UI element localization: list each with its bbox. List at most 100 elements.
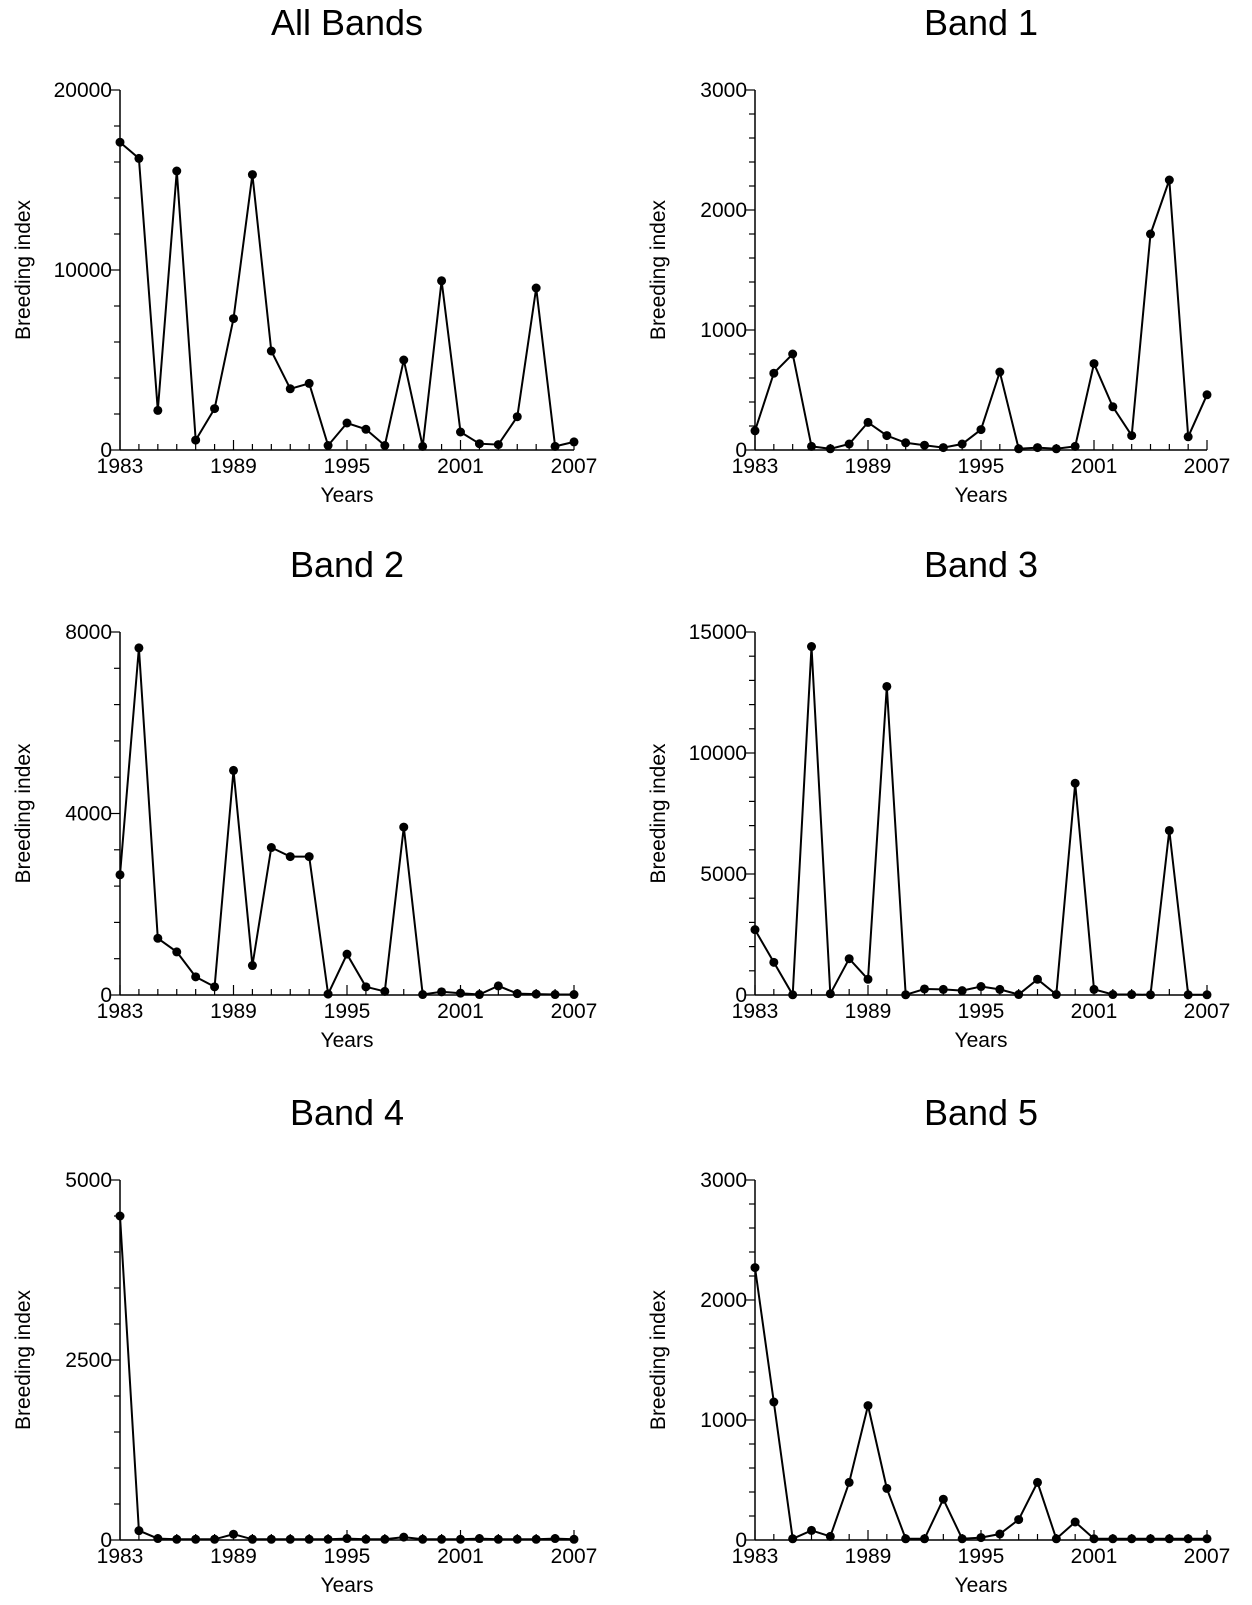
data-point [153, 405, 163, 415]
data-point [304, 852, 314, 862]
y-tick-label: 2000 [700, 1289, 747, 1312]
data-point [531, 989, 541, 999]
chart-title: Band 4 [290, 1092, 404, 1133]
data-point [399, 1532, 409, 1542]
x-tick-label: 1995 [324, 1000, 371, 1023]
data-point [493, 981, 503, 991]
data-point [825, 444, 835, 454]
y-tick-label: 2500 [65, 1349, 112, 1372]
data-point [550, 1534, 560, 1544]
data-point [493, 1534, 503, 1544]
data-point [247, 1534, 257, 1544]
data-point [1089, 984, 1099, 994]
data-point [1146, 990, 1155, 1000]
data-point [380, 986, 390, 996]
data-point [769, 1397, 779, 1407]
chart-title: Band 5 [924, 1092, 1038, 1133]
x-tick-label: 1983 [97, 1000, 144, 1023]
data-point [882, 431, 892, 441]
data-point [474, 990, 484, 1000]
data-point [1014, 1515, 1024, 1525]
x-tick-label: 1995 [958, 1000, 1005, 1023]
x-axis-label: Years [321, 1574, 374, 1597]
data-point [380, 441, 390, 450]
data-point [788, 349, 798, 359]
data-point [901, 438, 911, 448]
chart-panel-1: All Bands 1983 1989 1995 2001 2007 0 10000 20000… [12, 2, 597, 507]
x-tick-label: 1983 [97, 455, 144, 478]
data-point [1202, 990, 1212, 1000]
data-point [399, 822, 409, 832]
series-line [754, 1267, 1207, 1541]
data-point [115, 870, 125, 880]
data-point [976, 1533, 986, 1543]
chart-title: Band 1 [924, 2, 1038, 43]
x-tick-label: 1995 [324, 1545, 371, 1568]
data-point [266, 346, 276, 356]
data-point [304, 378, 314, 388]
series-line [754, 646, 1207, 999]
x-tick-label: 1995 [958, 455, 1005, 478]
data-point [769, 368, 779, 378]
y-tick-label: 15000 [689, 621, 747, 644]
data-point [1014, 444, 1024, 454]
data-point [920, 440, 929, 450]
data-point [750, 1263, 760, 1273]
y-tick-label: 0 [100, 984, 112, 1007]
data-point [361, 424, 371, 434]
data-point [493, 440, 503, 450]
y-tick-label: 5000 [65, 1169, 112, 1192]
data-point [1033, 1477, 1042, 1487]
x-axis-label: Years [955, 1029, 1008, 1052]
data-point [323, 441, 333, 450]
x-tick-label: 2001 [437, 1545, 484, 1568]
chart-panel-6: Band 5 1983 1989 1995 2001 2007 0 1000 2000 3000 Y… [647, 1092, 1230, 1597]
data-point [750, 426, 760, 436]
chart-panel-3: Band 2 1983 1989 1995 2001 2007 0 4000 8000 Years… [12, 544, 597, 1052]
series-line [119, 647, 574, 998]
data-point [437, 1534, 447, 1544]
y-tick-label: 5000 [700, 863, 747, 886]
y-tick-label: 2000 [700, 199, 747, 222]
x-tick-label: 2007 [551, 1000, 598, 1023]
y-tick-label: 10000 [689, 742, 747, 765]
data-point [153, 933, 163, 943]
data-point [323, 1534, 333, 1544]
series-line [119, 1215, 575, 1541]
data-point [863, 974, 873, 984]
data-point [1164, 175, 1174, 185]
y-tick-label: 8000 [65, 621, 112, 644]
y-tick-label: 3000 [700, 79, 747, 102]
data-point [957, 986, 967, 996]
data-point [1183, 432, 1193, 442]
x-tick-label: 1983 [732, 455, 779, 478]
data-point [418, 990, 428, 1000]
x-tick-label: 1989 [210, 1000, 257, 1023]
x-tick-label: 2007 [1184, 455, 1231, 478]
y-tick-label: 1000 [700, 1409, 747, 1432]
x-axis-label: Years [955, 1574, 1008, 1597]
data-point [938, 984, 948, 994]
x-tick-label: 1983 [732, 1545, 779, 1568]
data-point [1108, 990, 1118, 1000]
x-tick-label: 1995 [324, 455, 371, 478]
data-point [1127, 431, 1137, 441]
data-point [1070, 778, 1080, 788]
x-tick-label: 1989 [845, 455, 892, 478]
data-point [769, 957, 779, 967]
series-line [754, 179, 1208, 450]
data-point [863, 417, 873, 427]
data-point [1164, 1534, 1174, 1544]
x-tick-label: 2007 [551, 455, 598, 478]
data-point [210, 1534, 220, 1544]
data-point [229, 1529, 238, 1539]
y-axis-label: Breeding index [12, 199, 35, 340]
data-point [512, 989, 522, 999]
data-point [304, 1534, 314, 1544]
data-point [229, 314, 238, 324]
data-point [361, 1534, 371, 1544]
data-point [191, 972, 201, 982]
data-point [210, 982, 220, 992]
data-point [266, 843, 276, 853]
data-point [531, 283, 541, 293]
